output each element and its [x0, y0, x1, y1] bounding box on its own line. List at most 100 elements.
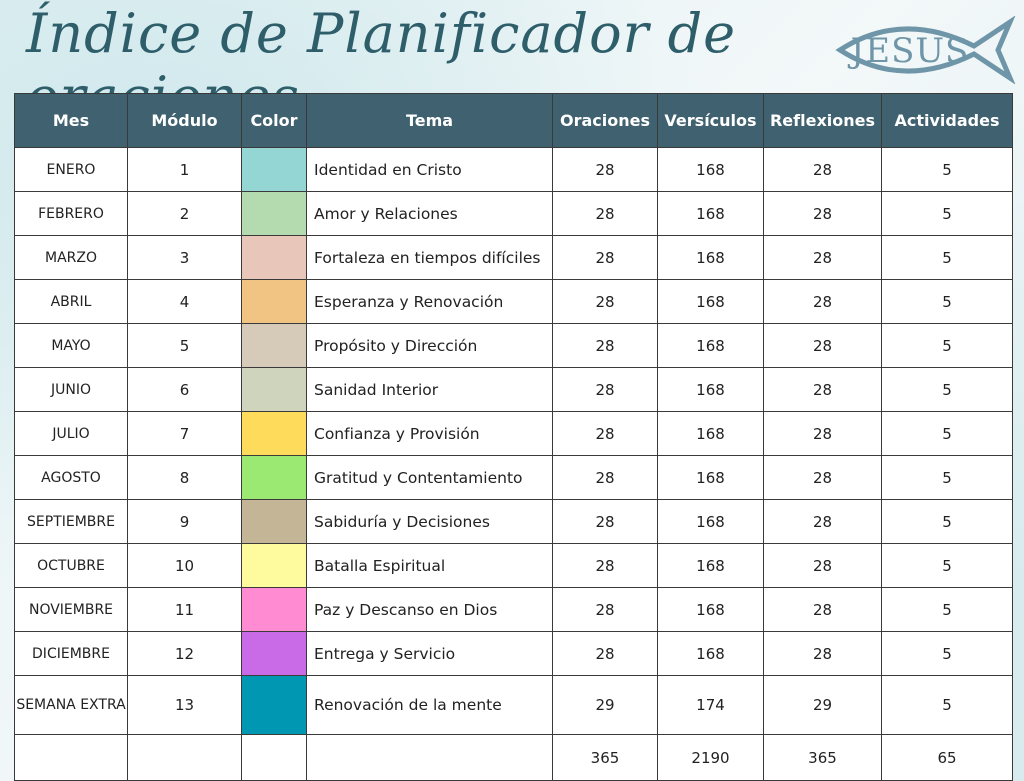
theme-cell: Identidad en Cristo	[306, 147, 553, 192]
table-row: OCTUBRE 10 Batalla Espiritual 28 168 28 5	[14, 543, 1013, 588]
versiculos-cell: 174	[657, 675, 764, 735]
column-header: Mes	[14, 93, 128, 148]
table-row: AGOSTO 8 Gratitud y Contentamiento 28 168 28 5	[14, 455, 1013, 500]
total-actividades: 65	[881, 734, 1013, 781]
logo: JESUS	[835, 16, 1016, 84]
actividades-cell: 5	[881, 279, 1013, 324]
reflexiones-cell: 28	[763, 279, 882, 324]
versiculos-cell: 168	[657, 147, 764, 192]
month-cell: FEBRERO	[14, 191, 128, 236]
versiculos-cell: 168	[657, 411, 764, 456]
month-cell: ABRIL	[14, 279, 128, 324]
module-cell: 11	[127, 587, 242, 632]
table-row: JUNIO 6 Sanidad Interior 28 168 28 5	[14, 367, 1013, 412]
theme-cell: Amor y Relaciones	[306, 191, 553, 236]
column-header: Actividades	[881, 93, 1013, 148]
module-cell: 1	[127, 147, 242, 192]
month-cell: NOVIEMBRE	[14, 587, 128, 632]
empty-cell	[241, 734, 307, 781]
module-cell: 7	[127, 411, 242, 456]
reflexiones-cell: 28	[763, 323, 882, 368]
versiculos-cell: 168	[657, 367, 764, 412]
table-row: SEMANA EXTRA 13 Renovación de la mente 29 17…	[14, 675, 1013, 735]
module-cell: 12	[127, 631, 242, 676]
versiculos-cell: 168	[657, 631, 764, 676]
theme-cell: Entrega y Servicio	[306, 631, 553, 676]
table-row: DICIEMBRE 12 Entrega y Servicio 28 168 28 5	[14, 631, 1013, 676]
reflexiones-cell: 28	[763, 587, 882, 632]
theme-cell: Batalla Espiritual	[306, 543, 553, 588]
month-cell: SEMANA EXTRA	[14, 675, 128, 735]
actividades-cell: 5	[881, 323, 1013, 368]
reflexiones-cell: 28	[763, 367, 882, 412]
color-swatch	[241, 499, 307, 544]
reflexiones-cell: 28	[763, 191, 882, 236]
versiculos-cell: 168	[657, 279, 764, 324]
index-table: Mes Módulo Color Tema Oraciones Versículos Ref…	[14, 93, 1013, 781]
total-versiculos: 2190	[657, 734, 764, 781]
oraciones-cell: 28	[552, 323, 658, 368]
month-cell: JULIO	[14, 411, 128, 456]
theme-cell: Sabiduría y Decisiones	[306, 499, 553, 544]
actividades-cell: 5	[881, 631, 1013, 676]
oraciones-cell: 28	[552, 631, 658, 676]
oraciones-cell: 28	[552, 279, 658, 324]
reflexiones-cell: 28	[763, 455, 882, 500]
total-reflexiones: 365	[763, 734, 882, 781]
month-cell: JUNIO	[14, 367, 128, 412]
color-swatch	[241, 367, 307, 412]
theme-cell: Gratitud y Contentamiento	[306, 455, 553, 500]
actividades-cell: 5	[881, 587, 1013, 632]
reflexiones-cell: 28	[763, 499, 882, 544]
color-swatch	[241, 543, 307, 588]
table-row: FEBRERO 2 Amor y Relaciones 28 168 28 5	[14, 191, 1013, 236]
versiculos-cell: 168	[657, 191, 764, 236]
module-cell: 5	[127, 323, 242, 368]
empty-cell	[14, 734, 128, 781]
theme-cell: Renovación de la mente	[306, 675, 553, 735]
oraciones-cell: 28	[552, 499, 658, 544]
actividades-cell: 5	[881, 675, 1013, 735]
table-row: ABRIL 4 Esperanza y Renovación 28 168 28 5	[14, 279, 1013, 324]
oraciones-cell: 28	[552, 147, 658, 192]
module-cell: 2	[127, 191, 242, 236]
month-cell: MAYO	[14, 323, 128, 368]
actividades-cell: 5	[881, 455, 1013, 500]
total-oraciones: 365	[552, 734, 658, 781]
module-cell: 4	[127, 279, 242, 324]
oraciones-cell: 28	[552, 367, 658, 412]
reflexiones-cell: 28	[763, 411, 882, 456]
actividades-cell: 5	[881, 543, 1013, 588]
versiculos-cell: 168	[657, 235, 764, 280]
actividades-cell: 5	[881, 191, 1013, 236]
oraciones-cell: 28	[552, 191, 658, 236]
color-swatch	[241, 675, 307, 735]
module-cell: 6	[127, 367, 242, 412]
actividades-cell: 5	[881, 411, 1013, 456]
actividades-cell: 5	[881, 367, 1013, 412]
reflexiones-cell: 29	[763, 675, 882, 735]
oraciones-cell: 28	[552, 543, 658, 588]
logo-text: JESUS	[848, 31, 970, 71]
actividades-cell: 5	[881, 147, 1013, 192]
color-swatch	[241, 455, 307, 500]
module-cell: 9	[127, 499, 242, 544]
column-header: Color	[241, 93, 307, 148]
column-header: Reflexiones	[763, 93, 882, 148]
color-swatch	[241, 631, 307, 676]
reflexiones-cell: 28	[763, 147, 882, 192]
module-cell: 8	[127, 455, 242, 500]
color-swatch	[241, 279, 307, 324]
versiculos-cell: 168	[657, 499, 764, 544]
table-row: SEPTIEMBRE 9 Sabiduría y Decisiones 28 168 28…	[14, 499, 1013, 544]
module-cell: 3	[127, 235, 242, 280]
fish-outline	[835, 16, 1016, 84]
actividades-cell: 5	[881, 499, 1013, 544]
oraciones-cell: 28	[552, 411, 658, 456]
month-cell: MARZO	[14, 235, 128, 280]
oraciones-cell: 28	[552, 235, 658, 280]
module-cell: 10	[127, 543, 242, 588]
column-header: Oraciones	[552, 93, 658, 148]
month-cell: OCTUBRE	[14, 543, 128, 588]
